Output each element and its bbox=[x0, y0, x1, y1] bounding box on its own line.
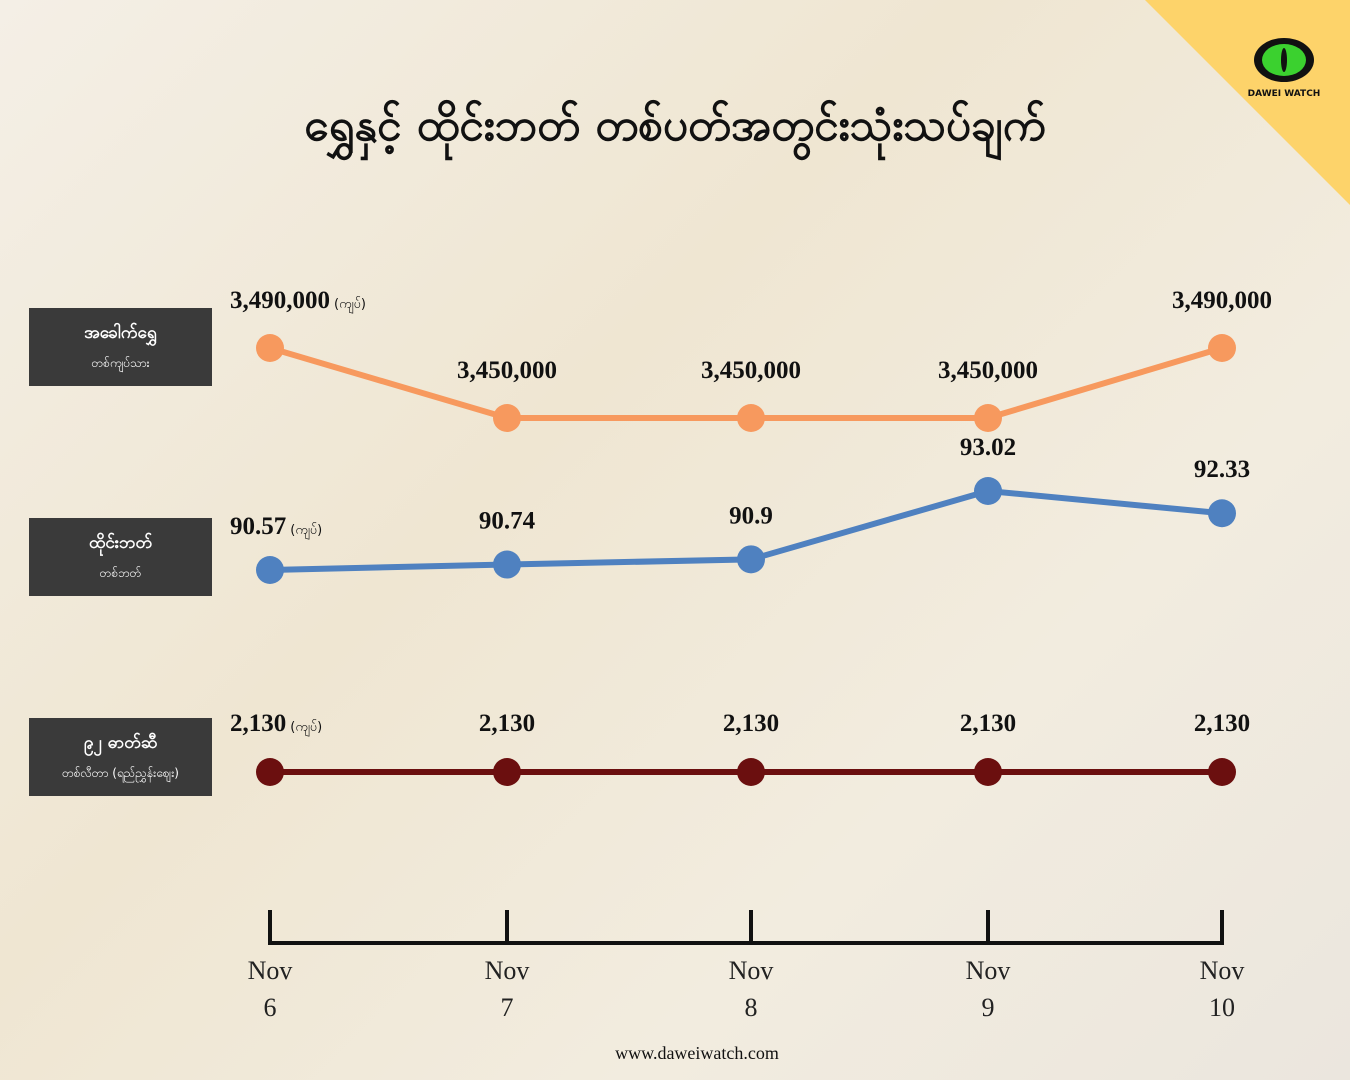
data-point bbox=[493, 404, 521, 432]
data-point bbox=[974, 758, 1002, 786]
data-label: 2,130 bbox=[960, 710, 1016, 737]
data-point bbox=[1208, 758, 1236, 786]
data-label-value: 3,490,000 bbox=[230, 287, 330, 314]
data-point bbox=[974, 477, 1002, 505]
data-label-value: 2,130 bbox=[230, 710, 286, 737]
series-label-box: ထိုင်းဘတ်တစ်ဘတ် bbox=[29, 518, 212, 596]
x-tick-label: Nov 9 bbox=[965, 956, 1011, 1022]
website: www.daweiwatch.com bbox=[615, 1043, 779, 1063]
data-point bbox=[737, 404, 765, 432]
series-name: ထိုင်းဘတ် bbox=[88, 532, 153, 553]
data-label: 2,130 bbox=[479, 710, 535, 737]
series-label-box: အခေါက်ရွှေတစ်ကျပ်သား bbox=[29, 308, 212, 386]
series-measure: တစ်ဘတ် bbox=[99, 565, 142, 580]
unit-label: (ကျပ်) bbox=[334, 296, 366, 314]
data-label: 3,450,000 bbox=[457, 357, 557, 384]
data-label: 93.02 bbox=[960, 434, 1016, 461]
data-point bbox=[256, 556, 284, 584]
x-tick-label: Nov 8 bbox=[728, 956, 774, 1022]
data-label: 2,130 bbox=[1194, 710, 1250, 737]
series-name: အခေါက်ရွှေ bbox=[84, 322, 157, 343]
series-measure: တစ်လီတာ (ရည်ညွှန်းဈေး) bbox=[62, 765, 179, 780]
data-point bbox=[256, 334, 284, 362]
data-label: 3,450,000 bbox=[938, 357, 1038, 384]
data-label: 3,490,000 (ကျပ်) bbox=[230, 287, 366, 314]
data-label: 90.9 bbox=[729, 502, 773, 529]
logo-text: DAWEI WATCH bbox=[1248, 89, 1321, 99]
data-point bbox=[493, 550, 521, 579]
corner bbox=[1145, 0, 1350, 205]
data-label: 3,450,000 bbox=[701, 357, 801, 384]
data-point bbox=[493, 758, 521, 786]
x-tick-label: Nov 6 bbox=[247, 956, 293, 1022]
data-point bbox=[737, 758, 765, 786]
x-tick-label: Nov 10 bbox=[1199, 956, 1245, 1022]
unit-label: (ကျပ်) bbox=[290, 719, 322, 737]
data-label: 2,130 (ကျပ်) bbox=[230, 710, 322, 737]
data-label: 92.33 bbox=[1194, 456, 1250, 483]
data-label: 3,490,000 bbox=[1172, 287, 1272, 314]
data-point bbox=[1208, 499, 1236, 528]
series-name: ၉၂ ဓာတ်ဆီ bbox=[83, 732, 158, 753]
data-label: 2,130 bbox=[723, 710, 779, 737]
data-point bbox=[737, 545, 765, 574]
data-label: 90.74 bbox=[479, 508, 536, 535]
data-point bbox=[1208, 334, 1236, 362]
unit-label: (ကျပ်) bbox=[290, 522, 322, 540]
data-label-value: 90.57 bbox=[230, 513, 286, 540]
data-point bbox=[256, 758, 284, 786]
series-measure: တစ်ကျပ်သား bbox=[91, 355, 150, 370]
data-label: 90.57 (ကျပ်) bbox=[230, 513, 322, 540]
series-label-box: ၉၂ ဓာတ်ဆီတစ်လီတာ (ရည်ညွှန်းဈေး) bbox=[29, 718, 212, 796]
chart-title: ရွှေနှင့် ထိုင်းဘတ် တစ်ပတ်အတွင်းသုံးသပ်ခ… bbox=[304, 100, 1046, 162]
x-tick-label: Nov 7 bbox=[484, 956, 530, 1022]
logo-pupil bbox=[1281, 48, 1287, 72]
data-point bbox=[974, 404, 1002, 432]
